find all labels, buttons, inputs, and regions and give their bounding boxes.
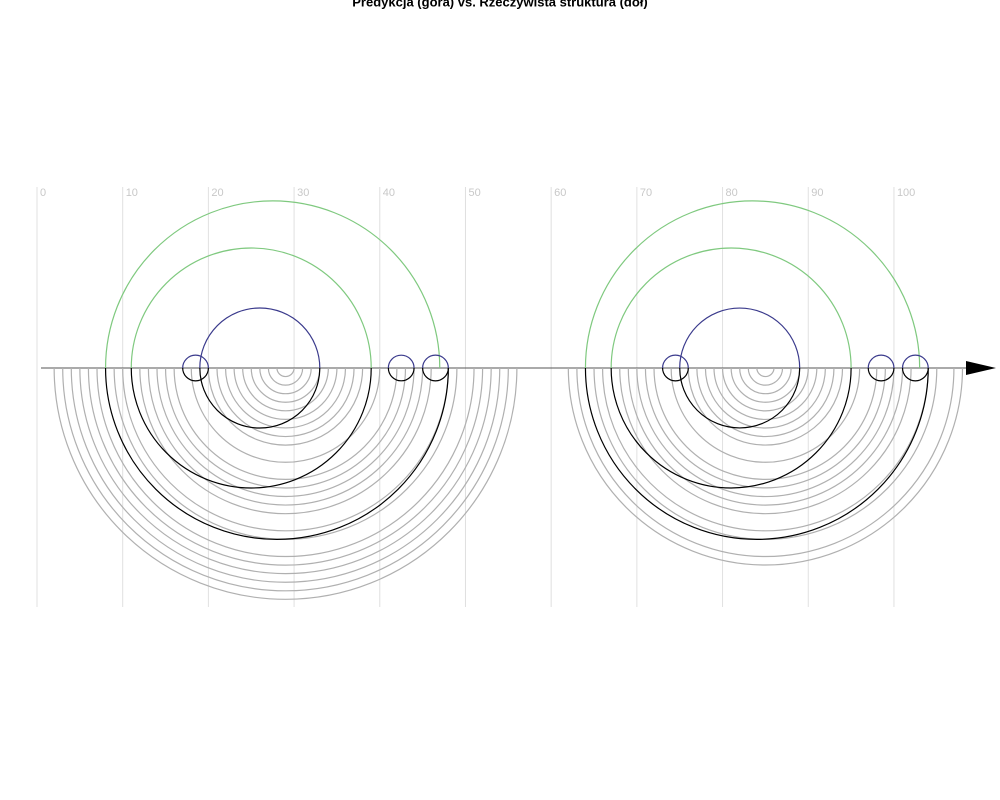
arc <box>687 367 844 446</box>
arc <box>207 367 364 446</box>
arc <box>190 367 381 463</box>
arc <box>422 354 449 369</box>
x-tick-label: 80 <box>726 187 738 199</box>
arc <box>130 367 372 489</box>
arc <box>147 367 424 506</box>
axis-arrow <box>966 361 996 375</box>
arc <box>867 367 895 382</box>
arc <box>387 354 415 369</box>
arc <box>104 367 449 540</box>
arc <box>661 367 689 382</box>
arc <box>739 367 792 395</box>
arc <box>601 367 929 532</box>
arc <box>250 367 321 403</box>
arc <box>233 367 338 421</box>
arc <box>610 247 852 369</box>
x-tick-label: 40 <box>383 187 395 199</box>
arc <box>62 367 509 592</box>
arc <box>70 367 501 583</box>
arc <box>182 367 209 382</box>
arc <box>627 367 904 506</box>
arc <box>224 367 347 429</box>
x-tick-label: 60 <box>554 187 566 199</box>
arc <box>104 200 441 369</box>
arc <box>156 367 415 497</box>
arc <box>867 354 895 369</box>
x-tick-label: 70 <box>640 187 652 199</box>
arc <box>713 367 818 421</box>
arc <box>576 367 955 558</box>
chart-title: Predykcja (góra) vs. Rzeczywista struktu… <box>352 0 647 9</box>
arc <box>259 367 312 395</box>
x-tick-label: 90 <box>811 187 823 199</box>
arc <box>267 367 304 386</box>
arc <box>730 367 801 403</box>
arc <box>173 367 398 480</box>
arc <box>747 367 784 386</box>
arc <box>670 367 861 463</box>
x-tick-label: 20 <box>211 187 223 199</box>
arc <box>619 367 912 515</box>
x-tick-label: 50 <box>468 187 480 199</box>
arc <box>242 367 329 412</box>
arc <box>422 367 449 382</box>
arc <box>199 307 321 369</box>
arc <box>756 367 775 378</box>
arc <box>644 367 886 489</box>
arc <box>164 367 407 489</box>
arc <box>182 354 209 369</box>
arc <box>199 367 321 429</box>
x-tick-label: 10 <box>126 187 138 199</box>
arc <box>610 367 852 489</box>
arc <box>584 200 921 369</box>
arc <box>721 367 809 412</box>
arc <box>139 367 432 514</box>
arc <box>216 367 355 438</box>
arc <box>122 367 449 531</box>
arc <box>96 367 475 558</box>
arc <box>276 367 295 378</box>
arc <box>704 367 826 429</box>
x-tick-label: 30 <box>297 187 309 199</box>
arc <box>79 367 492 575</box>
arc <box>636 367 895 498</box>
arc <box>584 367 929 540</box>
arc <box>387 367 415 382</box>
arc <box>130 247 372 369</box>
arc <box>53 367 518 600</box>
x-tick-label: 100 <box>897 187 915 199</box>
arc <box>679 307 801 369</box>
arc <box>87 367 484 566</box>
arc <box>696 367 835 438</box>
x-tick-label: 0 <box>40 187 46 199</box>
arc <box>679 367 801 429</box>
arc <box>567 367 964 566</box>
arc <box>901 354 929 369</box>
arc <box>653 367 878 481</box>
arc <box>661 354 689 369</box>
arc <box>901 367 929 382</box>
